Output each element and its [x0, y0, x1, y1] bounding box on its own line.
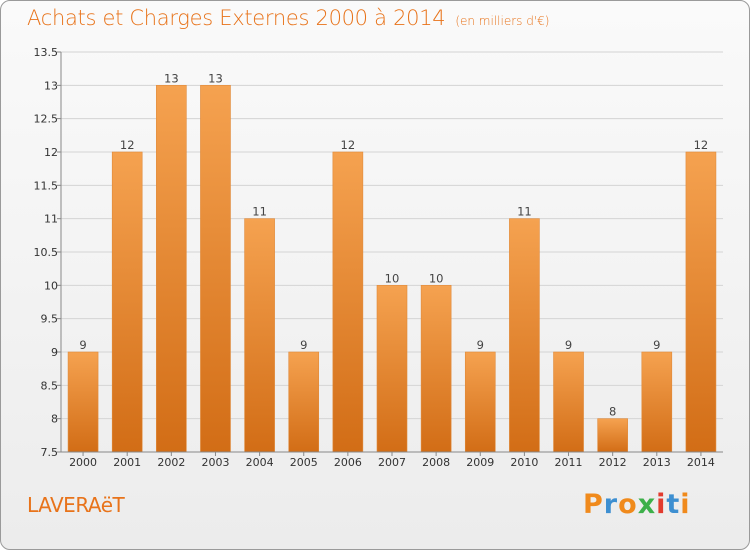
data-labels: 9 12 13 13 11 9 12 10 10 9 11 9 8 9 12 [79, 71, 708, 418]
logo-letter: t [666, 489, 681, 520]
y-tick-label: 13 [44, 79, 58, 92]
data-label: 9 [565, 338, 572, 352]
chart-unit: (en milliers d'€) [455, 14, 550, 28]
x-tick-label: 2007 [378, 456, 406, 469]
x-tick-label: 2008 [422, 456, 450, 469]
logo-letter: i [680, 489, 691, 520]
logo-letter: x [637, 489, 657, 520]
logo-letter: r [603, 489, 619, 520]
bar [67, 351, 99, 453]
data-label: 9 [79, 338, 86, 352]
bar [376, 285, 408, 453]
bar [288, 351, 320, 453]
y-tick-label: 7.5 [41, 446, 59, 459]
y-tick-label: 8.5 [41, 379, 59, 392]
data-label: 9 [653, 338, 660, 352]
x-tick-label: 2005 [290, 456, 318, 469]
bar [420, 285, 452, 453]
y-tick-label: 11 [44, 213, 58, 226]
x-tick-label: 2004 [246, 456, 274, 469]
bar [244, 218, 275, 453]
bar [553, 351, 584, 453]
bar [597, 418, 628, 453]
bar [509, 218, 540, 453]
logo-letter: i [656, 489, 667, 520]
y-tick-label: 11.5 [34, 179, 59, 192]
data-label: 8 [609, 405, 616, 419]
chart-title: Achats et Charges Externes 2000 à 2014 [27, 6, 446, 30]
y-tick-label: 13.5 [34, 46, 59, 59]
logo-letter: P [583, 489, 604, 520]
proxiti-logo[interactable]: Proxiti [583, 489, 691, 520]
y-tick-label: 9 [51, 346, 58, 359]
bar [641, 351, 673, 453]
chart-title-block: Achats et Charges Externes 2000 à 2014 (e… [27, 6, 549, 30]
bar [156, 85, 187, 453]
bar [332, 151, 364, 453]
data-label: 9 [477, 338, 484, 352]
y-axis-ticks: 7.5 8 8.5 9 9.5 10 10.5 11 11.5 12 12.5 13 13.5 [34, 46, 61, 459]
y-tick-label: 10.5 [34, 246, 59, 259]
x-tick-label: 2011 [555, 456, 583, 469]
bar [200, 85, 231, 453]
data-label: 11 [517, 205, 532, 219]
x-tick-label: 2014 [687, 456, 715, 469]
data-label: 10 [385, 271, 400, 285]
data-label: 11 [252, 205, 267, 219]
data-label: 12 [120, 138, 135, 152]
x-tick-label: 2012 [599, 456, 627, 469]
x-tick-label: 2010 [510, 456, 538, 469]
commune-name: LAVERAëT [27, 493, 125, 517]
x-tick-label: 2001 [113, 456, 141, 469]
y-tick-label: 12 [44, 146, 58, 159]
data-label: 13 [164, 71, 179, 85]
data-label: 13 [208, 71, 223, 85]
x-tick-label: 2006 [334, 456, 362, 469]
y-tick-label: 9.5 [41, 313, 59, 326]
data-label: 12 [341, 138, 356, 152]
y-tick-label: 8 [51, 413, 58, 426]
x-tick-label: 2003 [201, 456, 229, 469]
bar [464, 351, 496, 453]
x-axis-ticks: 2000 2001 2002 2003 2004 2005 2006 2007 2008 2009… [69, 452, 715, 469]
axes [60, 52, 723, 453]
bars [67, 85, 717, 453]
bar [685, 151, 717, 453]
bar [111, 151, 143, 453]
x-tick-label: 2002 [157, 456, 185, 469]
x-tick-label: 2009 [466, 456, 494, 469]
data-label: 9 [300, 338, 307, 352]
y-tick-label: 10 [44, 279, 58, 292]
data-label: 10 [429, 271, 444, 285]
x-tick-label: 2013 [643, 456, 671, 469]
logo-letter: o [618, 489, 638, 520]
x-tick-label: 2000 [69, 456, 97, 469]
data-label: 12 [694, 138, 709, 152]
y-tick-label: 12.5 [34, 113, 59, 126]
